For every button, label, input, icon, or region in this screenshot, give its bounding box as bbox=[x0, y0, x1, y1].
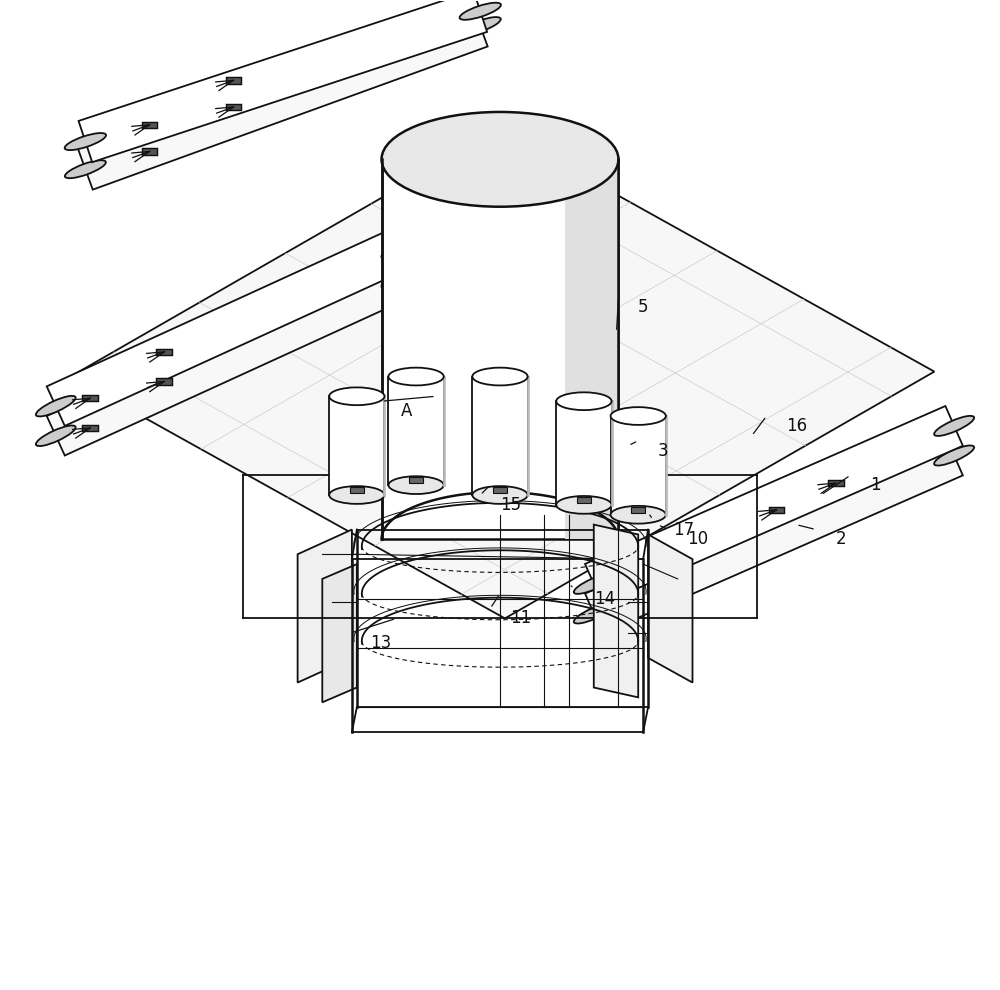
Polygon shape bbox=[226, 104, 241, 110]
Polygon shape bbox=[142, 148, 157, 154]
Polygon shape bbox=[648, 535, 693, 682]
Text: 14: 14 bbox=[594, 590, 615, 608]
Polygon shape bbox=[594, 525, 638, 697]
Polygon shape bbox=[565, 159, 618, 540]
Polygon shape bbox=[631, 507, 645, 513]
Text: 11: 11 bbox=[510, 610, 531, 628]
Ellipse shape bbox=[65, 160, 106, 178]
Text: 10: 10 bbox=[688, 531, 709, 548]
Polygon shape bbox=[611, 416, 666, 515]
Polygon shape bbox=[585, 436, 963, 634]
Polygon shape bbox=[409, 477, 423, 483]
Ellipse shape bbox=[574, 604, 614, 624]
Polygon shape bbox=[577, 497, 591, 503]
Polygon shape bbox=[388, 376, 444, 485]
Polygon shape bbox=[78, 6, 488, 190]
Ellipse shape bbox=[574, 574, 614, 594]
Ellipse shape bbox=[934, 416, 974, 436]
Ellipse shape bbox=[934, 446, 974, 465]
Ellipse shape bbox=[382, 112, 618, 207]
Ellipse shape bbox=[381, 238, 421, 258]
Text: 17: 17 bbox=[673, 521, 694, 539]
Polygon shape bbox=[156, 378, 172, 385]
Ellipse shape bbox=[381, 267, 421, 288]
Polygon shape bbox=[47, 258, 410, 455]
Polygon shape bbox=[382, 159, 618, 540]
Polygon shape bbox=[472, 376, 528, 495]
Polygon shape bbox=[585, 406, 963, 604]
Polygon shape bbox=[71, 130, 934, 619]
Polygon shape bbox=[322, 564, 357, 702]
Polygon shape bbox=[79, 0, 487, 162]
Polygon shape bbox=[226, 77, 241, 83]
Ellipse shape bbox=[36, 426, 76, 446]
Ellipse shape bbox=[472, 367, 528, 385]
Polygon shape bbox=[329, 396, 384, 495]
Polygon shape bbox=[156, 348, 172, 355]
Text: 2: 2 bbox=[836, 531, 846, 548]
Text: 5: 5 bbox=[638, 298, 649, 317]
Polygon shape bbox=[142, 122, 157, 128]
Polygon shape bbox=[769, 507, 784, 513]
Ellipse shape bbox=[329, 486, 384, 504]
Ellipse shape bbox=[329, 387, 384, 405]
Ellipse shape bbox=[556, 496, 612, 514]
Polygon shape bbox=[828, 480, 844, 486]
Polygon shape bbox=[47, 229, 410, 426]
Ellipse shape bbox=[388, 367, 444, 385]
Ellipse shape bbox=[472, 486, 528, 504]
Polygon shape bbox=[493, 487, 507, 493]
Ellipse shape bbox=[460, 3, 501, 20]
Ellipse shape bbox=[460, 17, 501, 35]
Ellipse shape bbox=[36, 396, 76, 417]
Polygon shape bbox=[350, 487, 364, 493]
Text: 1: 1 bbox=[870, 476, 881, 494]
Polygon shape bbox=[298, 530, 352, 682]
Polygon shape bbox=[82, 425, 98, 431]
Text: 16: 16 bbox=[786, 417, 807, 435]
Polygon shape bbox=[556, 401, 612, 505]
Ellipse shape bbox=[556, 392, 612, 410]
Ellipse shape bbox=[388, 476, 444, 494]
Ellipse shape bbox=[611, 407, 666, 425]
Text: 15: 15 bbox=[500, 496, 521, 514]
Text: 3: 3 bbox=[658, 442, 669, 459]
Text: A: A bbox=[401, 402, 413, 420]
Ellipse shape bbox=[611, 506, 666, 524]
Ellipse shape bbox=[65, 133, 106, 150]
Text: 13: 13 bbox=[370, 634, 391, 652]
Polygon shape bbox=[82, 395, 98, 401]
